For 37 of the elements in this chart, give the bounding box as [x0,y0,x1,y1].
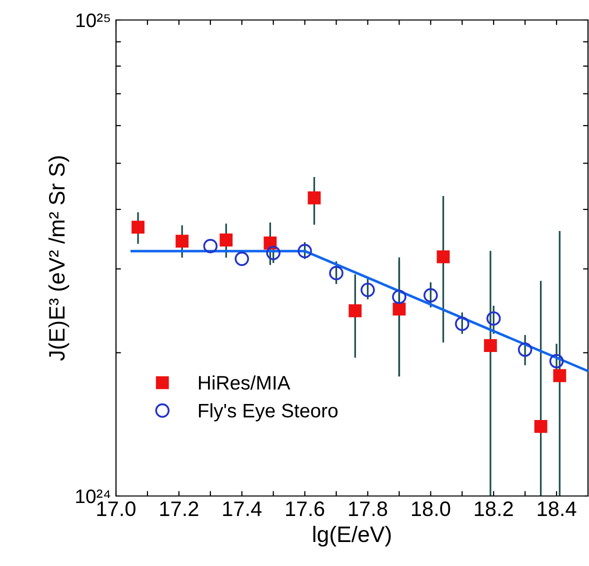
x-tick-label: 17.0 [97,501,136,516]
point [220,234,233,246]
y-tick-label: 10²⁵ [76,13,110,28]
point [454,316,470,331]
x-tick-label: 17.2 [160,501,198,516]
point [484,339,497,352]
point [308,191,321,204]
y-tick-label: 10²⁴ [76,489,110,504]
x-tick-label: 18.4 [538,501,576,516]
point [392,290,406,304]
point [264,236,277,250]
point [534,420,548,433]
point [424,288,438,302]
point [348,304,362,318]
x-tick-label: 18.0 [412,501,450,516]
legend-label: HiRes/MIA [198,375,290,390]
point [392,302,406,316]
x-axis-title: lg(E/eV) [313,526,391,547]
point [234,252,250,266]
point [518,342,532,357]
point [298,244,312,258]
point [549,354,564,368]
point [553,369,566,382]
point [132,220,144,234]
legend-label: Fly's Eye Steoro [198,403,338,422]
point [486,311,501,326]
x-tick-label: 17.6 [286,501,324,516]
x-tick-label: 17.8 [349,501,388,516]
point [436,250,450,264]
point [360,282,375,298]
point [176,234,189,248]
point [329,266,344,280]
point [266,246,280,260]
y-axis-title: J(E)E³ (eV² /m² Sr S) [48,156,70,361]
x-tick-label: 18.2 [474,501,513,516]
point [203,238,218,254]
x-tick-label: 17.4 [223,502,262,516]
